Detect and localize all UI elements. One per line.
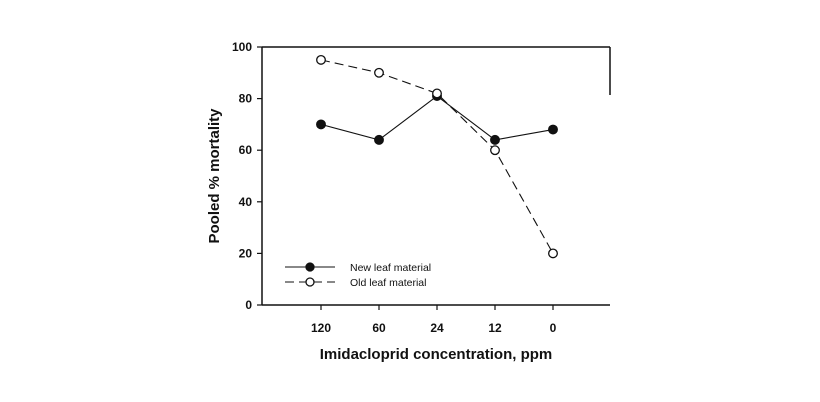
- series-1-point: [548, 124, 558, 135]
- series-2-point: [432, 88, 442, 99]
- x-tick-label: 12: [488, 321, 502, 335]
- series-1-point: [316, 119, 326, 130]
- y-tick-label: 80: [239, 92, 253, 106]
- series-2-point: [374, 67, 384, 78]
- y-tick-label: 60: [239, 143, 253, 157]
- x-tick-label: 0: [550, 321, 557, 335]
- series-2-point: [548, 248, 558, 259]
- legend-label-1: New leaf material: [350, 262, 431, 274]
- legend: New leaf material Old leaf material: [285, 262, 431, 289]
- series-1-point: [490, 134, 500, 145]
- series-2-point: [316, 54, 326, 65]
- x-axis-ticks: 120 60 24 12 0: [311, 305, 557, 335]
- y-tick-label: 100: [232, 40, 252, 54]
- x-tick-label: 60: [372, 321, 386, 335]
- series-line-1: [320, 95, 554, 141]
- series-1-point: [374, 134, 384, 145]
- x-axis-title: Imidacloprid concentration, ppm: [320, 346, 553, 363]
- y-axis-ticks: 0 20 40 60 80 100: [232, 40, 262, 312]
- plot-frame: [261, 46, 611, 306]
- y-tick-label: 0: [245, 298, 252, 312]
- legend-marker-1: [305, 262, 315, 272]
- legend-marker-2: [305, 277, 315, 287]
- x-tick-label: 24: [430, 321, 444, 335]
- y-tick-label: 40: [239, 195, 253, 209]
- series-layer: [316, 54, 558, 259]
- x-tick-label: 120: [311, 321, 331, 335]
- legend-label-2: Old leaf material: [350, 277, 426, 289]
- series-2-point: [490, 145, 500, 156]
- y-tick-label: 20: [239, 246, 253, 260]
- y-axis-title: Pooled % mortality: [206, 108, 223, 244]
